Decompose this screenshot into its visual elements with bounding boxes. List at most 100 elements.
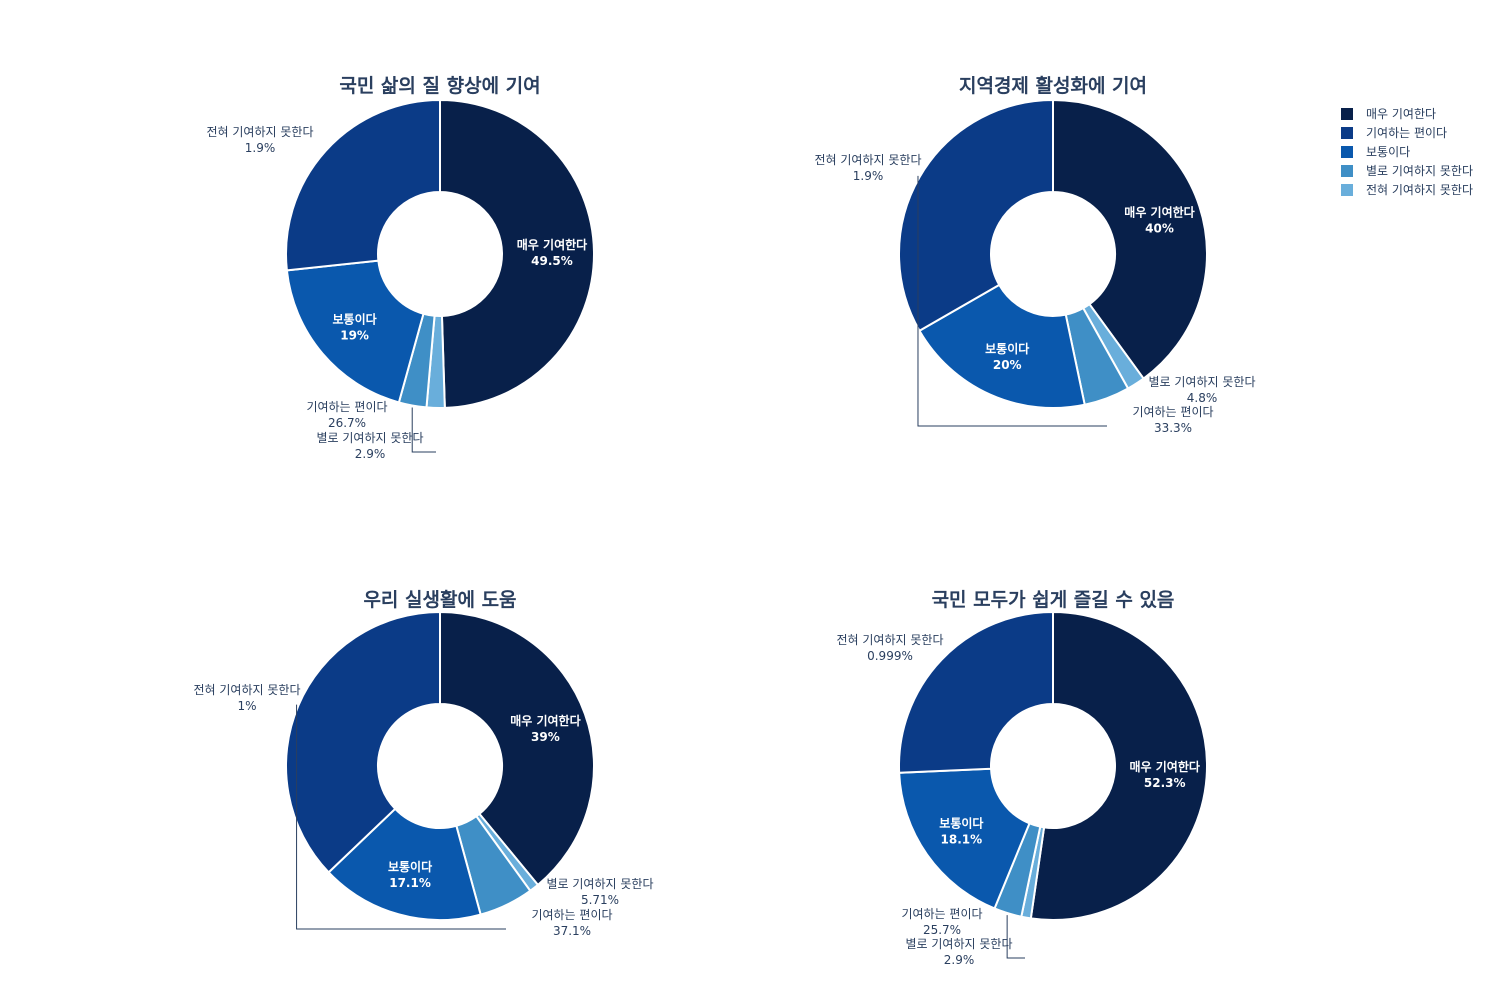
legend-label: 매우 기여한다 bbox=[1366, 107, 1436, 121]
pie-slice bbox=[898, 98, 1054, 333]
slice-label: 매우 기여한다 40% bbox=[1124, 204, 1194, 235]
slice-label: 보통이다 17.1% bbox=[388, 859, 432, 890]
slice-label: 별로 기여하지 못한다 5.71% bbox=[547, 877, 654, 907]
slice-label: 기여하는 편이다 25.7% bbox=[901, 907, 982, 937]
slice-label-name: 기여하는 편이다 bbox=[531, 908, 612, 922]
slice-label-value: 39% bbox=[531, 730, 560, 744]
slice-label-value: 25.7% bbox=[923, 923, 961, 937]
slice-label: 전혀 기여하지 못한다 1% bbox=[194, 683, 301, 713]
legend-swatch bbox=[1341, 165, 1353, 177]
slice-label-value: 49.5% bbox=[531, 254, 573, 268]
slice-label-name: 매우 기여한다 bbox=[1124, 204, 1194, 219]
slice-label-value: 1.9% bbox=[245, 141, 276, 155]
legend-item[interactable]: 보통이다 bbox=[1341, 145, 1410, 159]
legend-label: 전혀 기여하지 못한다 bbox=[1366, 183, 1473, 197]
legend-swatch bbox=[1341, 108, 1353, 120]
pie-slice bbox=[285, 259, 425, 404]
pie-slice bbox=[1052, 98, 1208, 380]
slice-label: 전혀 기여하지 못한다 1.9% bbox=[207, 125, 314, 155]
slice-label-name: 보통이다 bbox=[333, 311, 377, 326]
legend-swatch bbox=[1341, 184, 1353, 196]
pie-slice bbox=[898, 767, 1031, 910]
pie-slice bbox=[439, 610, 595, 887]
slice-label-name: 매우 기여한다 bbox=[517, 237, 587, 252]
slice-label-value: 40% bbox=[1145, 221, 1174, 235]
legend-swatch bbox=[1341, 127, 1353, 139]
slice-label-value: 19% bbox=[340, 328, 369, 342]
pie-slice bbox=[285, 610, 441, 874]
slice-label: 전혀 기여하지 못한다 1.9% bbox=[815, 153, 922, 183]
slice-label-name: 매우 기여한다 bbox=[510, 713, 580, 728]
slice-label-name: 별로 기여하지 못한다 bbox=[547, 877, 654, 891]
slice-label-name: 별로 기여하지 못한다 bbox=[906, 937, 1013, 951]
slice-label-name: 기여하는 편이다 bbox=[1132, 405, 1213, 419]
slice-label-name: 기여하는 편이다 bbox=[306, 400, 387, 414]
slice-label-value: 2.9% bbox=[355, 447, 386, 461]
slice-label-name: 전혀 기여하지 못한다 bbox=[837, 633, 944, 647]
slice-label-value: 18.1% bbox=[941, 832, 983, 846]
pie-slice bbox=[439, 98, 595, 409]
chart-title: 지역경제 활성화에 기여 bbox=[959, 75, 1147, 97]
slice-label-value: 2.9% bbox=[944, 953, 975, 967]
slice-label-name: 매우 기여한다 bbox=[1129, 759, 1199, 774]
slice-label: 전혀 기여하지 못한다 0.999% bbox=[837, 633, 944, 663]
legend-item[interactable]: 별로 기여하지 못한다 bbox=[1341, 164, 1473, 178]
legend-label: 별로 기여하지 못한다 bbox=[1366, 164, 1473, 178]
slice-label: 별로 기여하지 못한다 4.8% bbox=[1149, 375, 1256, 405]
slice-label: 매우 기여한다 49.5% bbox=[517, 237, 587, 268]
slice-label: 기여하는 편이다 26.7% bbox=[306, 400, 387, 430]
slice-label: 보통이다 20% bbox=[985, 341, 1029, 372]
chart-title: 국민 모두가 쉽게 즐길 수 있음 bbox=[932, 589, 1175, 611]
slice-label-value: 0.999% bbox=[867, 649, 913, 663]
slice-label-value: 20% bbox=[993, 358, 1022, 372]
slice-label: 보통이다 18.1% bbox=[939, 815, 983, 846]
label-leader-line bbox=[1006, 915, 1025, 959]
slice-label-value: 37.1% bbox=[553, 924, 591, 938]
slice-label-value: 5.71% bbox=[581, 893, 619, 907]
slice-label-value: 4.8% bbox=[1187, 391, 1218, 405]
chart-title: 우리 실생활에 도움 bbox=[363, 589, 516, 611]
label-leader-line bbox=[411, 407, 436, 453]
legend-item[interactable]: 전혀 기여하지 못한다 bbox=[1341, 183, 1473, 197]
slice-label-name: 보통이다 bbox=[939, 815, 983, 830]
label-leader-line bbox=[917, 175, 1107, 427]
chart-title: 국민 삶의 질 향상에 기여 bbox=[339, 75, 540, 97]
slice-label-name: 보통이다 bbox=[388, 859, 432, 874]
slice-label-value: 1% bbox=[237, 699, 256, 713]
label-leader-line bbox=[296, 704, 506, 930]
pie-slice bbox=[1029, 610, 1208, 921]
slice-label-value: 17.1% bbox=[389, 876, 431, 890]
slice-label-name: 전혀 기여하지 못한다 bbox=[194, 683, 301, 697]
slice-label-value: 33.3% bbox=[1154, 421, 1192, 435]
legend-label: 보통이다 bbox=[1366, 145, 1410, 159]
slice-label-name: 기여하는 편이다 bbox=[901, 907, 982, 921]
slice-label-name: 별로 기여하지 못한다 bbox=[1149, 375, 1256, 389]
legend-label: 기여하는 편이다 bbox=[1366, 126, 1447, 140]
slice-label: 보통이다 19% bbox=[333, 311, 377, 342]
pie-slice bbox=[898, 610, 1054, 774]
slice-label: 기여하는 편이다 33.3% bbox=[917, 175, 1214, 435]
pie-slice bbox=[285, 98, 441, 272]
legend-item[interactable]: 매우 기여한다 bbox=[1341, 107, 1436, 121]
pie-slice bbox=[918, 283, 1086, 409]
slice-label-value: 52.3% bbox=[1144, 776, 1186, 790]
legend-item[interactable]: 기여하는 편이다 bbox=[1341, 126, 1447, 140]
slice-label: 기여하는 편이다 37.1% bbox=[296, 704, 613, 938]
slice-label-name: 전혀 기여하지 못한다 bbox=[207, 125, 314, 139]
legend-swatch bbox=[1341, 146, 1353, 158]
slice-label: 별로 기여하지 못한다 2.9% bbox=[317, 407, 436, 461]
slice-label: 매우 기여한다 52.3% bbox=[1129, 759, 1199, 790]
slice-label-name: 보통이다 bbox=[985, 341, 1029, 356]
slice-label-name: 전혀 기여하지 못한다 bbox=[815, 153, 922, 167]
slice-label: 매우 기여한다 39% bbox=[510, 713, 580, 744]
slice-label-value: 1.9% bbox=[853, 169, 884, 183]
slice-label-value: 26.7% bbox=[328, 416, 366, 430]
slice-label: 별로 기여하지 못한다 2.9% bbox=[906, 915, 1025, 967]
